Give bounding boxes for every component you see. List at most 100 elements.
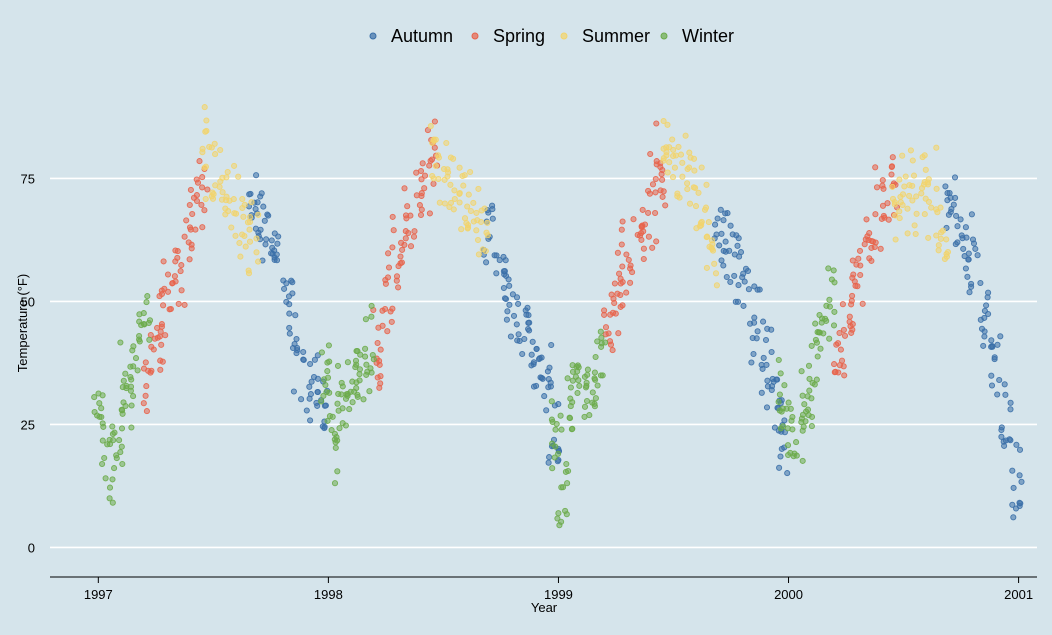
data-point: [130, 393, 137, 400]
data-point: [664, 169, 671, 176]
data-point: [645, 187, 652, 194]
data-point: [298, 396, 305, 403]
data-point: [322, 381, 329, 389]
data-point: [602, 339, 609, 346]
data-point: [236, 239, 243, 247]
data-point: [352, 357, 360, 364]
data-point: [896, 215, 903, 222]
data-point: [489, 215, 496, 222]
data-point: [775, 398, 782, 405]
data-point: [669, 174, 677, 181]
data-point: [402, 228, 409, 235]
data-point: [713, 231, 720, 238]
data-point: [776, 391, 783, 398]
data-point: [314, 388, 321, 396]
data-point: [831, 308, 838, 315]
data-point: [660, 155, 667, 162]
data-point: [1002, 391, 1009, 398]
data-point: [232, 232, 239, 239]
data-point: [591, 369, 598, 376]
data-point: [652, 175, 659, 183]
data-point: [784, 442, 792, 449]
legend-item-winter: Winter: [660, 26, 734, 46]
data-point: [456, 189, 463, 197]
data-point: [970, 240, 978, 247]
data-point: [723, 273, 730, 281]
data-point: [576, 382, 583, 389]
data-point: [825, 265, 832, 272]
data-point: [199, 174, 206, 181]
legend-item-autumn: Autumn: [369, 26, 453, 46]
data-point: [329, 413, 336, 420]
data-point: [855, 255, 862, 262]
data-point: [953, 212, 960, 219]
data-point: [609, 347, 616, 354]
data-point: [166, 306, 173, 313]
data-point: [901, 183, 908, 190]
data-point: [510, 312, 518, 319]
data-point: [909, 157, 916, 164]
data-point: [253, 172, 260, 179]
data-point: [202, 195, 209, 203]
data-point: [467, 168, 474, 176]
data-point: [286, 324, 293, 331]
data-point: [653, 158, 660, 165]
data-point: [937, 235, 944, 242]
data-point: [764, 325, 771, 332]
data-point: [324, 374, 332, 381]
data-point: [231, 162, 238, 169]
data-point: [768, 386, 775, 394]
data-point: [171, 273, 178, 280]
data-point: [235, 173, 242, 180]
data-point: [421, 172, 429, 179]
data-point: [262, 241, 269, 248]
data-point: [143, 299, 150, 306]
data-point: [196, 158, 203, 165]
data-point: [223, 174, 230, 181]
data-point: [281, 285, 288, 292]
data-point: [583, 397, 591, 405]
data-point: [729, 231, 736, 238]
data-point: [812, 336, 819, 343]
data-point: [558, 426, 565, 433]
data-point: [253, 235, 260, 242]
data-point: [228, 224, 235, 231]
data-point: [1010, 514, 1017, 521]
data-point: [888, 171, 895, 178]
data-point: [965, 256, 972, 263]
data-point: [735, 235, 742, 242]
data-point: [610, 295, 617, 302]
data-point: [563, 460, 570, 468]
data-point: [158, 341, 165, 348]
data-point: [303, 407, 310, 414]
data-point: [758, 389, 765, 396]
data-point: [477, 218, 485, 226]
data-point: [641, 221, 649, 228]
data-point: [684, 165, 691, 173]
data-point: [390, 227, 397, 234]
data-point: [771, 424, 778, 431]
data-point: [594, 338, 601, 345]
data-point: [974, 252, 981, 259]
x-axis-title: Year: [531, 600, 558, 615]
data-point: [403, 215, 410, 222]
data-point: [461, 215, 469, 222]
data-point: [988, 372, 995, 379]
data-point: [737, 249, 745, 256]
data-point: [496, 257, 503, 264]
data-point: [564, 480, 571, 487]
data-point: [289, 279, 296, 286]
data-point: [957, 216, 964, 223]
data-point: [1007, 406, 1014, 413]
data-point: [128, 424, 135, 431]
data-point: [645, 209, 652, 216]
data-point: [513, 321, 520, 328]
data-point: [899, 152, 906, 159]
x-tick-label: 1999: [544, 587, 573, 602]
data-point: [907, 147, 914, 154]
data-point: [268, 250, 275, 257]
data-point: [811, 381, 818, 388]
data-point: [703, 264, 710, 271]
data-point: [362, 345, 369, 352]
data-point: [572, 373, 579, 380]
